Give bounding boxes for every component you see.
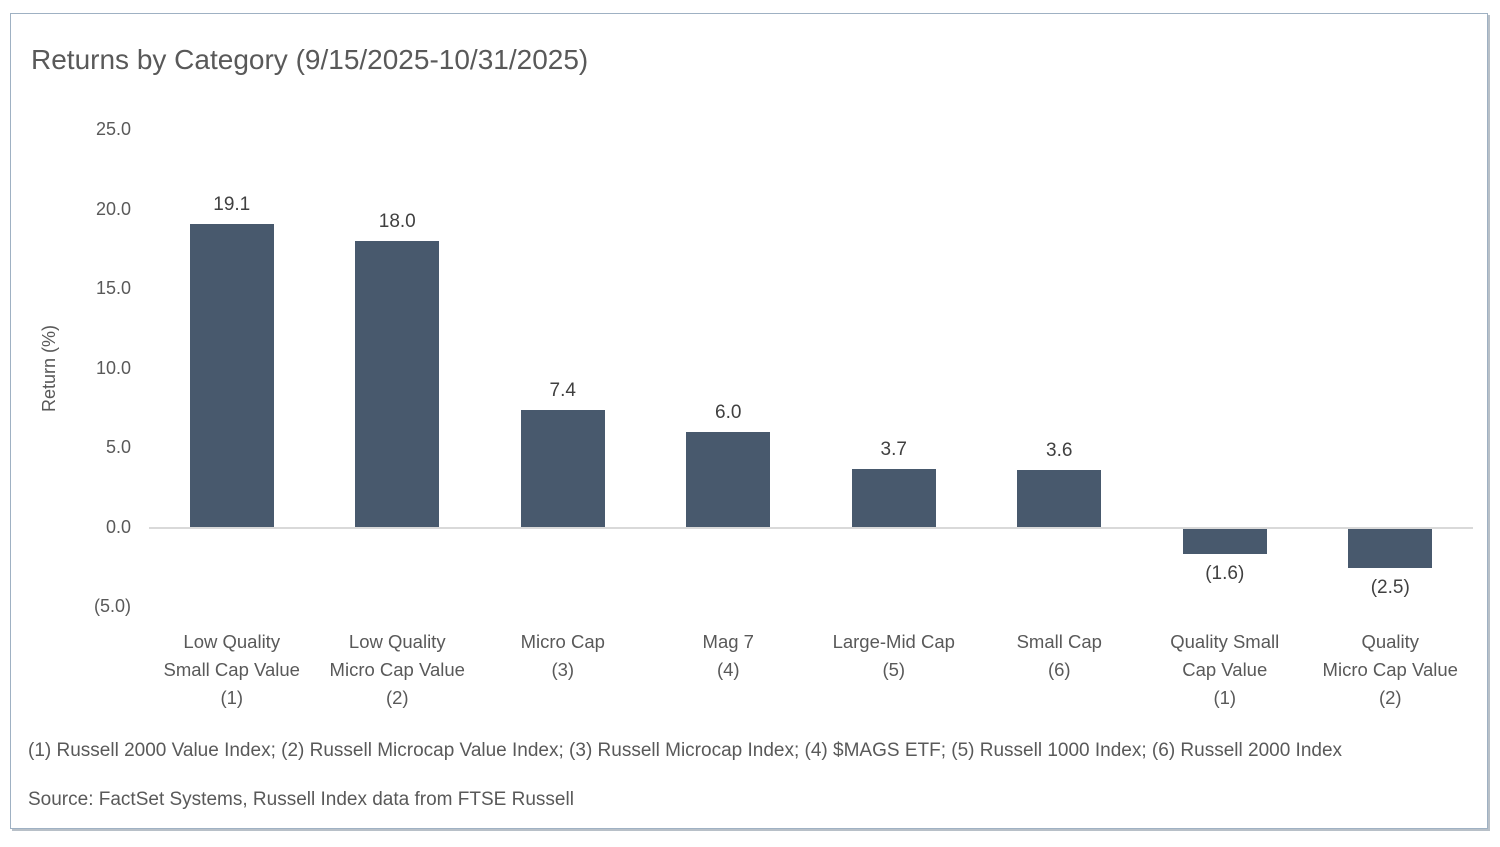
bar-value-label: (1.6) (1205, 562, 1245, 584)
y-tick-label: (5.0) (93, 596, 131, 616)
category-label-line: (5) (882, 659, 906, 680)
category-label-line: Small Cap (1016, 631, 1102, 652)
bar (520, 409, 605, 528)
y-tick-label: 5.0 (105, 437, 131, 457)
zero-axis-line (149, 526, 1473, 529)
category-label: Large-Mid Cap (5) (811, 628, 977, 712)
bar (1017, 470, 1102, 528)
category-label-line: Mag 7 (702, 631, 754, 652)
bar (1348, 528, 1433, 569)
category-label: Low Quality Micro Cap Value (2) (315, 628, 481, 712)
bar-value-label: 18.0 (378, 211, 416, 233)
bar-value-label: 3.7 (880, 438, 907, 460)
y-axis-ticks: 25.0 20.0 15.0 10.0 5.0 0.0 (5.0) (59, 119, 131, 616)
category-label-line: Large-Mid Cap (832, 631, 955, 652)
category-label-line: Micro Cap Value (329, 659, 465, 680)
bar (355, 241, 440, 528)
footnote-indices: (1) Russell 2000 Value Index; (2) Russel… (28, 740, 1343, 761)
category-label-line: Low Quality (183, 631, 281, 652)
category-label: Quality Micro Cap Value (2) (1308, 628, 1474, 712)
y-tick-label: 15.0 (95, 278, 131, 298)
y-axis-title-text: Return (%) (39, 324, 60, 413)
category-label-line: Micro Cap Value (1322, 659, 1458, 680)
category-label-line: (3) (551, 659, 575, 680)
chart-title: Returns by Category (9/15/2025-10/31/202… (31, 44, 589, 75)
x-axis-labels: Low Quality Small Cap Value (1) Low Quality… (149, 628, 1473, 712)
bar (851, 468, 936, 528)
y-tick-label: 0.0 (105, 516, 131, 537)
category-label: Micro Cap (3) (480, 628, 646, 712)
category-label: Low Quality Small Cap Value (1) (149, 628, 315, 712)
category-label: Mag 7 (4) (646, 628, 812, 712)
bar (686, 432, 771, 528)
category-label: Quality Small Cap Value (1) (1142, 628, 1308, 712)
category-label-line: Cap Value (1182, 659, 1268, 680)
bar (1182, 528, 1267, 554)
y-tick-label: 25.0 (95, 119, 131, 139)
y-tick-label: 20.0 (95, 198, 131, 219)
bar-value-label: (2.5) (1370, 577, 1410, 599)
category-label-line: (2) (1378, 687, 1402, 708)
footnote-source: Source: FactSet Systems, Russell Index d… (28, 789, 574, 810)
category-label-line: (1) (220, 687, 244, 708)
bar-value-label: 3.6 (1046, 440, 1073, 462)
category-label-line: (2) (385, 687, 409, 708)
bar-value-label: 6.0 (715, 402, 742, 424)
category-label-line: Small Cap Value (163, 659, 300, 680)
category-label-line: Low Quality (348, 631, 446, 652)
category-label-line: Quality Small (1170, 631, 1280, 652)
category-label-line: (6) (1047, 659, 1071, 680)
y-tick-label: 10.0 (95, 357, 131, 378)
bar (189, 223, 274, 528)
category-label: Small Cap (6) (977, 628, 1143, 712)
category-label-line: Micro Cap (520, 631, 605, 652)
category-label-line: (4) (716, 659, 740, 680)
category-label-line: Quality (1361, 631, 1420, 652)
bar-value-label: 7.4 (549, 379, 576, 401)
plot-area: 19.1 18.0 7.4 6.0 3.7 3.6 (1.6) (2.5) (149, 130, 1473, 607)
category-label-line: (1) (1213, 687, 1237, 708)
chart-card: Returns by Category (9/15/2025-10/31/202… (10, 13, 1488, 829)
bar-value-label: 19.1 (213, 193, 251, 215)
